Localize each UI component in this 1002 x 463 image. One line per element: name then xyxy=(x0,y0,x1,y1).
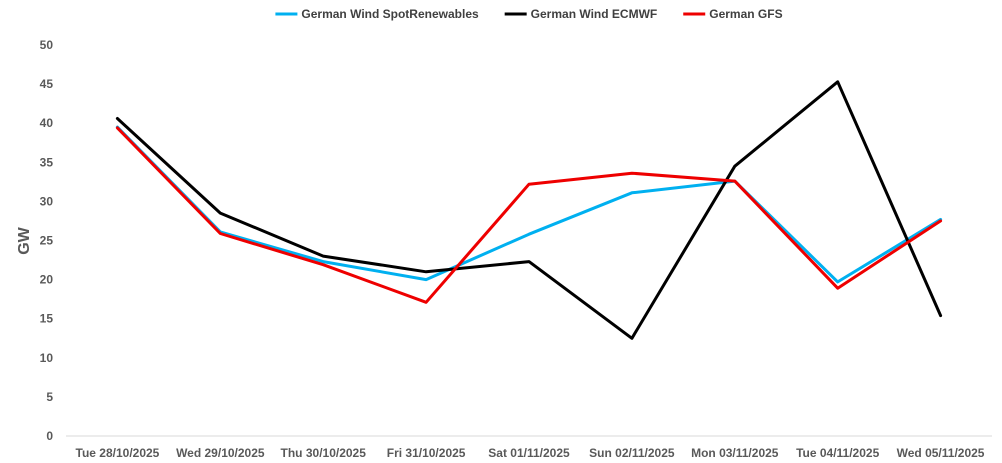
y-tick-label: 30 xyxy=(40,194,54,208)
y-tick-label: 25 xyxy=(40,234,54,248)
x-tick-label: Sat 01/11/2025 xyxy=(488,446,570,460)
y-tick-label: 5 xyxy=(46,390,53,404)
x-tick-label: Tue 28/10/2025 xyxy=(76,446,160,460)
legend: German Wind SpotRenewables German Wind EC… xyxy=(275,7,783,21)
x-tick-label: Fri 31/10/2025 xyxy=(387,446,466,460)
legend-item: German GFS xyxy=(683,7,783,21)
y-tick-label: 50 xyxy=(40,38,54,52)
series-line-3 xyxy=(115,126,943,304)
y-tick-label: 10 xyxy=(40,351,54,365)
y-tick-label: 35 xyxy=(40,155,54,169)
x-tick-label: Thu 30/10/2025 xyxy=(281,446,367,460)
x-tick-label: Wed 05/11/2025 xyxy=(897,446,985,460)
series-line-2 xyxy=(115,80,943,340)
legend-item: German Wind ECMWF xyxy=(504,7,658,21)
y-tick-label: 45 xyxy=(40,77,54,91)
y-tick-label: 20 xyxy=(40,273,54,287)
legend-label: German Wind ECMWF xyxy=(531,7,658,21)
series-lines xyxy=(115,80,943,340)
x-tick-label: Wed 29/10/2025 xyxy=(176,446,265,460)
x-axis-ticks: Tue 28/10/2025 Wed 29/10/2025 Thu 30/10/20… xyxy=(76,446,985,460)
legend-item: German Wind SpotRenewables xyxy=(275,7,479,21)
x-tick-label: Mon 03/11/2025 xyxy=(691,446,779,460)
y-tick-label: 0 xyxy=(46,429,53,443)
y-tick-label: 40 xyxy=(40,116,54,130)
legend-label: German Wind SpotRenewables xyxy=(301,7,479,21)
legend-label: German GFS xyxy=(709,7,782,21)
y-tick-label: 15 xyxy=(40,312,54,326)
x-tick-label: Tue 04/11/2025 xyxy=(796,446,880,460)
y-axis-title: GW xyxy=(16,226,33,254)
y-axis-ticks: 0 5 10 15 20 25 30 35 40 45 50 xyxy=(40,38,54,443)
series-line-1 xyxy=(115,125,943,284)
x-tick-label: Sun 02/11/2025 xyxy=(589,446,675,460)
